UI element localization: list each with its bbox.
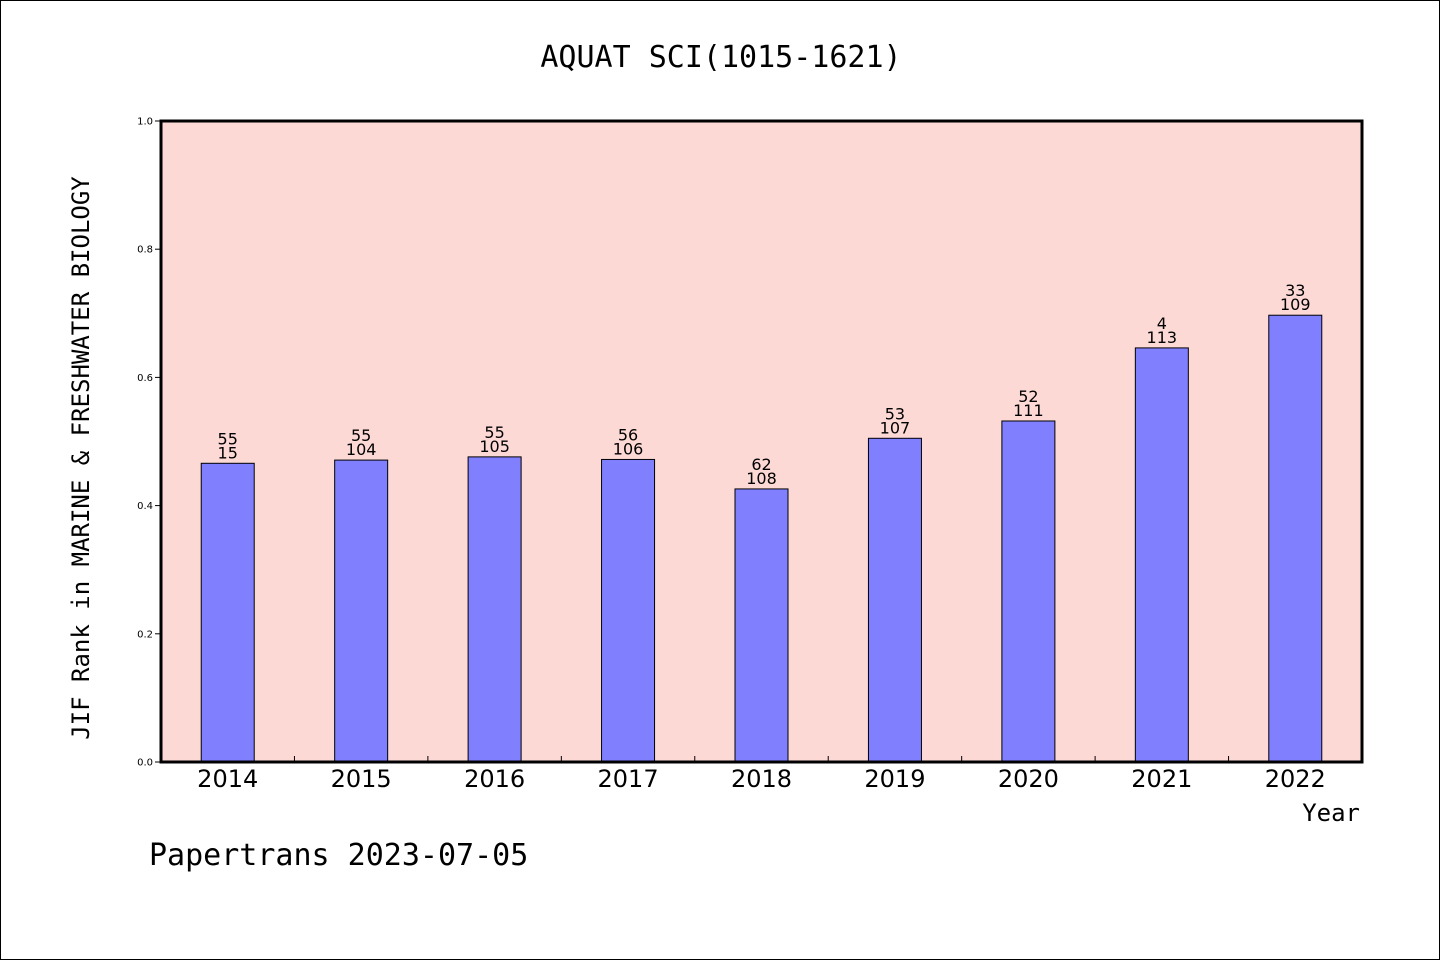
bar-label-bottom: 113 xyxy=(1147,328,1178,347)
bar-2022 xyxy=(1268,314,1323,763)
y-tick-label: 0.8 xyxy=(137,245,153,256)
bar-2019 xyxy=(867,437,922,763)
x-axis: 2014 2015 2016 2017 2018 2019 2020 2021 2022 xyxy=(197,756,1326,793)
bar-label-bottom: 109 xyxy=(1280,295,1311,314)
bar-2016 xyxy=(467,456,522,763)
bar-2020 xyxy=(1001,420,1056,763)
y-tick-label: 0.6 xyxy=(137,373,153,384)
y-tick-label: 1.0 xyxy=(137,117,153,128)
x-tick-label: 2015 xyxy=(331,765,392,793)
y-tick-label: 0.0 xyxy=(137,758,153,769)
y-tick-label: 0.4 xyxy=(137,501,153,512)
plot-border xyxy=(159,119,1364,764)
x-tick-label: 2014 xyxy=(197,765,258,793)
bar-label-top: 4 xyxy=(1157,314,1167,333)
bar-2014 xyxy=(200,462,255,763)
bar-label-bottom: 107 xyxy=(880,418,911,437)
bar-label-bottom: 105 xyxy=(479,437,510,456)
bar-label-top: 53 xyxy=(885,404,905,423)
bar-label-bottom: 108 xyxy=(746,469,777,488)
x-tick-label: 2022 xyxy=(1265,765,1326,793)
bar-label-top: 55 xyxy=(351,426,371,445)
bar-label-top: 55 xyxy=(218,429,238,448)
bar-label-top: 33 xyxy=(1285,281,1305,300)
bar-2015 xyxy=(334,459,389,763)
bar-label-bottom: 106 xyxy=(613,439,644,458)
bar-2018 xyxy=(734,488,789,763)
x-tick-label: 2020 xyxy=(998,765,1059,793)
x-axis-label: Year xyxy=(1302,799,1360,827)
x-tick-label: 2021 xyxy=(1131,765,1192,793)
bar-label-bottom: 15 xyxy=(218,443,238,462)
bar-label-bottom: 111 xyxy=(1013,401,1044,420)
y-axis: 0.0 0.2 0.4 0.6 0.8 1.0 xyxy=(137,117,161,769)
x-tick-label: 2017 xyxy=(598,765,659,793)
y-axis-label: JIF Rank in MARINE & FRESHWATER BIOLOGY xyxy=(67,176,95,740)
x-tick-label: 2019 xyxy=(864,765,925,793)
bar-label-top: 52 xyxy=(1018,387,1038,406)
bar-2021 xyxy=(1134,347,1189,763)
bar-label-bottom: 104 xyxy=(346,440,377,459)
bar-label-top: 56 xyxy=(618,425,638,444)
bar-2017 xyxy=(601,458,656,763)
x-tick-label: 2018 xyxy=(731,765,792,793)
bar-label-top: 55 xyxy=(484,423,504,442)
y-tick-label: 0.2 xyxy=(137,629,153,640)
chart-title: AQUAT SCI(1015-1621) xyxy=(540,40,901,75)
bar-label-top: 62 xyxy=(751,455,771,474)
footer-watermark: Papertrans 2023-07-05 xyxy=(149,838,528,873)
x-tick-label: 2016 xyxy=(464,765,525,793)
bars: 5515551045510556106621085310752111411333… xyxy=(200,281,1323,763)
